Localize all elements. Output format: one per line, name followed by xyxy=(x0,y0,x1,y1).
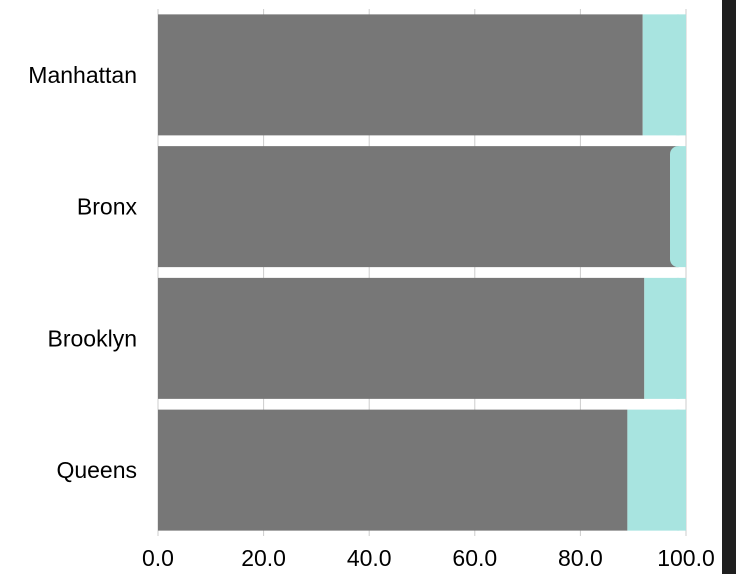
bar-bronx-series-1 xyxy=(158,146,679,268)
edge-strip xyxy=(722,0,736,574)
bar-queens-series-1 xyxy=(158,409,628,531)
bars xyxy=(158,14,686,531)
x-tick-label: 80.0 xyxy=(558,545,603,571)
x-tick-labels: 0.0 20.0 40.0 60.0 80.0 100.0 xyxy=(142,545,715,571)
bar-brooklyn-end-cap xyxy=(670,277,686,399)
x-tick-label: 60.0 xyxy=(452,545,497,571)
category-label-queens: Queens xyxy=(56,457,137,483)
category-label-manhattan: Manhattan xyxy=(28,62,137,88)
category-labels: Manhattan Bronx Brooklyn Queens xyxy=(28,62,137,483)
x-tick-label: 100.0 xyxy=(657,545,715,571)
x-tick-label: 20.0 xyxy=(241,545,286,571)
bar-manhattan-end-cap xyxy=(670,14,686,136)
category-label-bronx: Bronx xyxy=(77,194,138,220)
category-label-brooklyn: Brooklyn xyxy=(48,325,137,351)
bar-queens-end-cap xyxy=(670,409,686,531)
bar-brooklyn-series-1 xyxy=(158,277,645,399)
bar-manhattan-series-1 xyxy=(158,14,643,136)
x-tick-label: 40.0 xyxy=(347,545,392,571)
bar-bronx-end-cap xyxy=(670,146,686,268)
x-tick-label: 0.0 xyxy=(142,545,174,571)
